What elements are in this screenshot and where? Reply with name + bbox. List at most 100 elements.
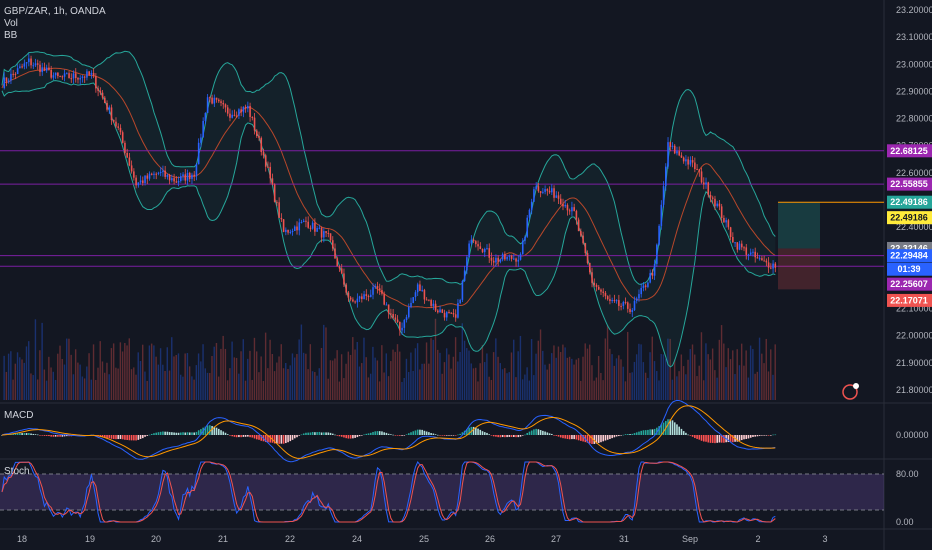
volume-bar	[401, 381, 403, 400]
candle-body	[727, 220, 730, 228]
volume-bar	[121, 351, 124, 400]
volume-bar	[302, 352, 305, 400]
candle-body	[635, 298, 638, 301]
volume-bar	[77, 362, 79, 400]
macd-histogram-bar	[499, 435, 502, 438]
macd-histogram-bar	[475, 427, 477, 435]
macd-histogram-bar	[513, 435, 515, 438]
volume-bar	[513, 339, 515, 400]
candle-body	[260, 137, 263, 153]
volume-bar	[667, 338, 669, 400]
candle-body	[618, 300, 620, 306]
volume-bar	[378, 381, 381, 400]
bb-legend[interactable]: BB	[4, 30, 18, 41]
macd-histogram-bar	[747, 435, 750, 439]
candle-body	[238, 109, 240, 116]
candle-body	[249, 105, 251, 117]
macd-histogram-bar	[562, 435, 564, 439]
macd-histogram-bar	[405, 434, 408, 435]
candle-body	[293, 226, 296, 231]
volume-bar	[696, 376, 698, 400]
macd-histogram-bar	[667, 419, 669, 435]
volume-bar	[758, 337, 761, 400]
volume-bar	[660, 353, 662, 400]
candle-body	[121, 132, 124, 143]
candle-body	[466, 257, 468, 271]
volume-bar	[280, 344, 282, 400]
volume-bar	[539, 329, 542, 400]
candle-body	[72, 73, 75, 79]
candle-body	[600, 289, 602, 292]
macd-histogram-bar	[222, 431, 225, 435]
volume-bar	[349, 354, 352, 400]
volume-bar	[459, 351, 461, 400]
volume-bar	[620, 359, 622, 400]
volume-bar	[618, 355, 620, 400]
volume-bar	[647, 377, 649, 400]
candle-body	[233, 114, 236, 116]
volume-bar	[606, 325, 609, 400]
macd-histogram-bar	[600, 435, 602, 443]
volume-bar	[765, 338, 767, 400]
volume-bar	[12, 379, 14, 400]
candle-body	[349, 297, 352, 300]
candle-body	[702, 182, 705, 185]
macd-histogram-bar	[589, 435, 591, 444]
volume-bar	[68, 338, 70, 400]
macd-histogram-bar	[566, 435, 569, 440]
candle-body	[513, 258, 515, 260]
stoch-pane-label[interactable]: Stoch	[4, 466, 30, 477]
macd-histogram-bar	[19, 433, 21, 435]
symbol-legend[interactable]: GBP/ZAR, 1h, OANDA	[4, 6, 106, 17]
candle-body	[533, 189, 535, 202]
candle-body	[323, 231, 325, 238]
candle-body	[171, 178, 173, 181]
candle-body	[385, 304, 388, 306]
candle-body	[709, 194, 712, 198]
volume-bar	[229, 368, 231, 400]
volume-bar	[702, 380, 705, 400]
volume-bar	[115, 367, 117, 400]
volume-bar	[495, 338, 497, 400]
volume-bar	[519, 335, 522, 400]
candle-body	[557, 195, 560, 199]
volume-bar	[231, 341, 233, 400]
price-tag-label: 22.25607	[890, 279, 928, 289]
macd-histogram-bar	[535, 428, 537, 435]
candle-body	[524, 236, 526, 241]
volume-bar	[117, 368, 119, 400]
macd-histogram-bar	[434, 434, 437, 435]
volume-bar	[334, 358, 336, 400]
macd-histogram-bar	[723, 435, 725, 443]
candle-body	[209, 97, 211, 99]
candle-body	[148, 173, 151, 179]
candle-body	[381, 290, 383, 294]
macd-histogram-bar	[108, 435, 111, 439]
candle-body	[52, 75, 55, 78]
volume-bar	[584, 343, 586, 400]
macd-signal-line	[1, 405, 776, 459]
candle-body	[584, 243, 587, 254]
macd-histogram-bar	[126, 435, 128, 441]
candle-body	[544, 189, 546, 192]
candle-body	[331, 240, 334, 249]
macd-pane-label[interactable]: MACD	[4, 410, 34, 421]
volume-bar	[586, 348, 589, 400]
candle-body	[499, 259, 502, 262]
candle-body	[479, 246, 482, 250]
vol-legend[interactable]: Vol	[4, 18, 18, 29]
macd-histogram-bar	[515, 435, 517, 438]
macd-histogram-bar	[285, 435, 287, 444]
macd-histogram-bar	[559, 435, 562, 438]
candle-body	[694, 162, 696, 169]
price-tick-label: 21.80000	[896, 385, 932, 395]
volume-bar	[385, 353, 388, 400]
volume-bar	[475, 367, 477, 400]
macd-histogram-bar	[363, 434, 365, 436]
macd-histogram-bar	[157, 432, 160, 435]
candle-body	[396, 319, 399, 322]
candle-body	[399, 321, 401, 331]
volume-bar	[323, 324, 325, 400]
macd-histogram-bar	[609, 435, 611, 440]
